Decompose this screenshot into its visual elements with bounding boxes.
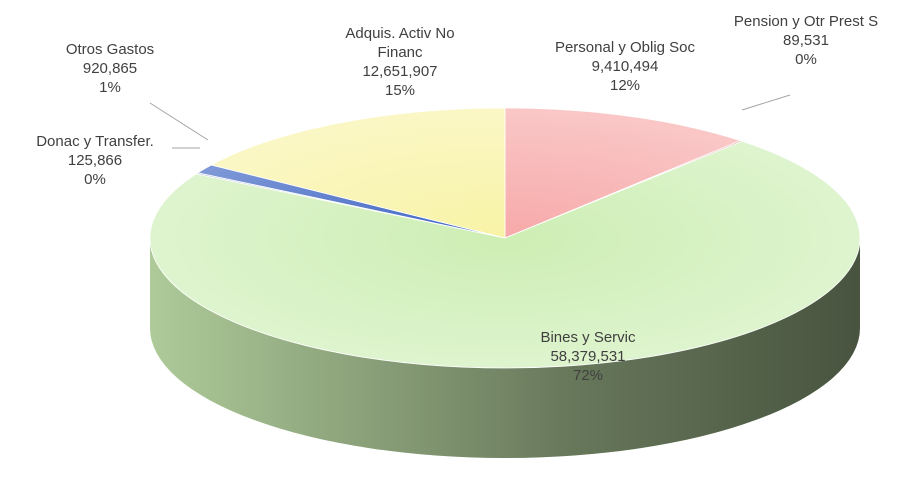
data-label: Otros Gastos 920,865 1% [35, 40, 185, 97]
leader-line [741, 94, 791, 111]
percent-label: 15% [384, 82, 416, 99]
category-label: Pension y Otr Prest S [733, 13, 879, 30]
data-label: Pension y Otr Prest S 89,531 0% [721, 12, 891, 69]
category-label: Personal y Oblig Soc [554, 39, 696, 56]
percent-label: 0% [795, 51, 817, 68]
category-label: Otros Gastos [65, 41, 155, 58]
value-label: 920,865 [82, 60, 138, 77]
percent-label: 72% [572, 367, 604, 384]
percent-label: 0% [84, 171, 106, 188]
data-label: Bines y Servic 58,379,531 72% [488, 328, 688, 385]
data-label: Personal y Oblig Soc 9,410,494 12% [525, 38, 725, 95]
category-label: Adquis. Activ No Financ [345, 25, 455, 61]
data-label: Donac y Transfer. 125,866 0% [5, 132, 185, 189]
percent-label: 1% [99, 79, 121, 96]
category-label: Donac y Transfer. [36, 133, 154, 150]
category-label: Bines y Servic [540, 329, 636, 346]
slice-side-shade [150, 238, 860, 458]
value-label: 9,410,494 [591, 58, 659, 75]
percent-label: 12% [609, 77, 641, 94]
value-label: 125,866 [67, 152, 123, 169]
leader-line [149, 102, 209, 141]
value-label: 89,531 [783, 32, 829, 49]
value-label: 12,651,907 [362, 63, 438, 80]
data-label: Adquis. Activ No Financ 12,651,907 15% [325, 24, 475, 100]
value-label: 58,379,531 [550, 348, 626, 365]
